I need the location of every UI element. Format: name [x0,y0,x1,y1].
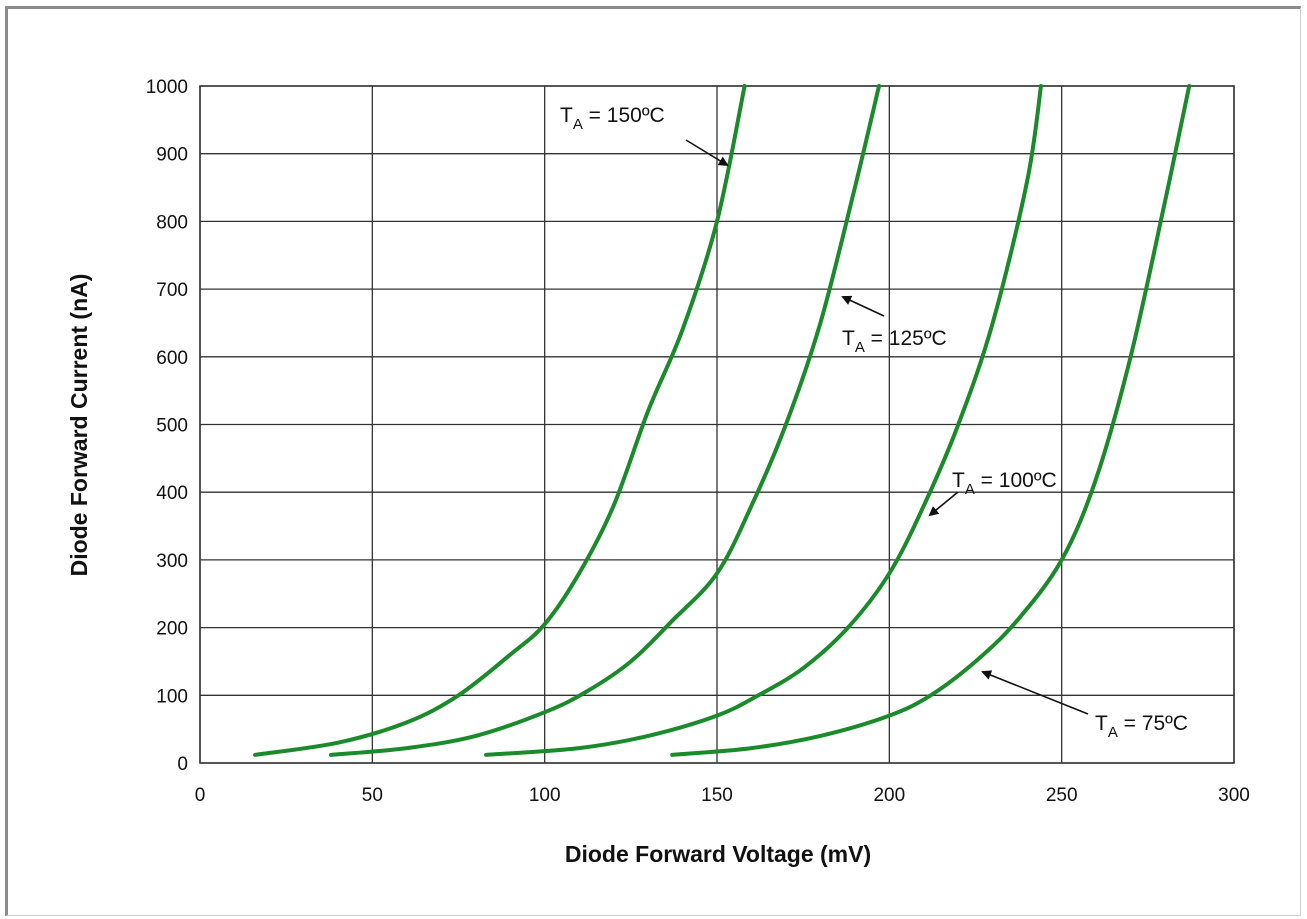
x-tick-label: 50 [362,785,383,806]
tick-labels: 0 50 100 150 200 250 300 0 100 200 300 400 500 600 700… [146,77,1250,806]
annotation-label-0: TA = 150ºC [560,104,665,133]
chart-frame [5,6,1301,916]
series-lines [253,84,1192,757]
annotation-arrow-1 [841,295,885,317]
series-line-3 [670,84,1192,757]
y-tick-label: 700 [156,280,188,301]
x-tick-label: 150 [701,785,733,806]
annotation-arrow-0 [685,139,729,167]
y-tick-label: 0 [177,754,188,775]
series-line-1 [329,84,881,757]
x-tick-label: 200 [873,785,905,806]
y-tick-label: 400 [156,483,188,504]
annotation-label-2: TA = 100ºC [952,469,1057,498]
annotation-label-3: TA = 75ºC [1095,712,1188,741]
x-axis-title: Diode Forward Voltage (mV) [565,841,871,867]
x-tick-label: 0 [195,785,206,806]
y-tick-label: 900 [156,145,188,166]
annotation-arrow-3 [981,670,1089,715]
annotations: TA = 150ºC TA = 125ºC TA = 100ºC TA = 75ºC [560,104,1188,741]
x-tick-label: 300 [1218,785,1250,806]
series-line-2 [484,84,1043,757]
y-tick-label: 100 [156,686,188,707]
y-tick-label: 600 [156,348,188,369]
y-tick-label: 1000 [146,77,188,98]
series-line-0 [253,84,747,757]
y-tick-label: 200 [156,619,188,640]
x-tick-label: 250 [1046,785,1078,806]
y-axis-title: Diode Forward Current (nA) [66,274,92,577]
annotation-arrow-2 [928,491,959,517]
y-tick-label: 300 [156,551,188,572]
x-tick-label: 100 [529,785,561,806]
grid [199,85,1235,764]
y-tick-label: 800 [156,212,188,233]
annotation-label-1: TA = 125ºC [842,327,947,356]
y-tick-label: 500 [156,416,188,437]
